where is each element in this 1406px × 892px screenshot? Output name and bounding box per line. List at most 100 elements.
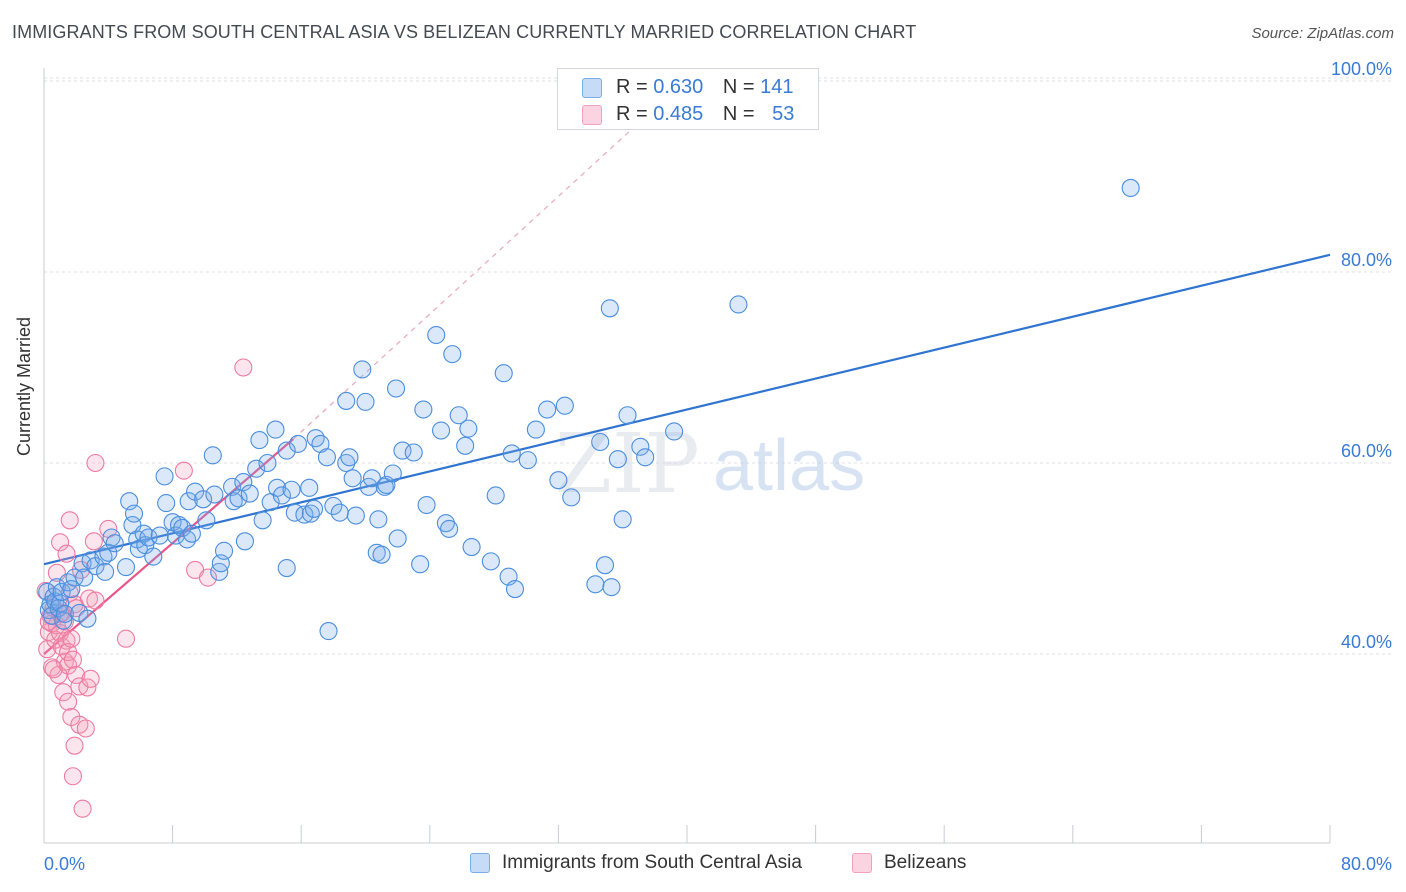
south-central-asia-point [417,495,436,515]
south-central-asia-point [54,611,73,630]
south-central-asia-point [330,503,349,522]
south-central-asia-point [494,364,513,383]
south-central-asia-point [486,486,505,505]
south-central-asia-point [124,504,144,523]
south-central-asia-point [78,609,97,628]
belizean-point [63,650,82,669]
south-central-asia-point [250,431,269,450]
south-central-asia-point [618,406,637,425]
legend-r-value-pink: 0.485 [653,103,704,125]
south-central-asia-point [55,604,74,623]
south-central-asia-point [277,558,296,578]
belizean-point [51,533,70,552]
legend-n-value-blue: 141 [760,76,794,98]
south-central-asia-point [586,575,605,594]
belizean-point [59,692,78,711]
watermark-atlas: atlas [713,426,865,506]
south-central-asia-point [377,475,396,495]
south-central-asia-point [346,506,365,525]
south-central-asia-point [404,443,423,462]
south-central-asia-point [266,420,285,439]
south-central-asia-point [665,422,684,441]
south-central-asia-point [502,444,521,463]
south-central-asia-point [538,400,557,419]
south-central-asia-point [555,396,574,415]
south-central-asia-point [443,345,462,364]
legend-label-pink: Belizeans [884,852,967,873]
belizean-point [234,358,253,377]
south-central-asia-point [282,480,301,499]
legend-label-blue: Immigrants from South Central Asia [502,852,802,873]
south-central-asia-point [214,541,234,560]
south-central-asia-point [306,429,325,448]
south-central-asia-point [203,446,222,465]
belizean-point [86,453,105,473]
trend-line-south-central-asia [43,253,1331,566]
south-central-asia-point [440,519,459,538]
belizean-point [63,767,82,786]
south-central-asia-point [427,325,446,345]
belizean-point [73,799,92,818]
belizean-point [67,665,86,685]
south-central-asia-point [240,484,259,503]
south-central-asia-point [305,499,324,518]
legend-swatch-blue [470,853,490,873]
axes [43,68,1331,844]
south-central-asia-point [102,528,121,547]
south-central-asia-point [247,459,266,478]
south-central-asia-point [272,486,291,505]
south-central-asia-point [595,556,615,575]
south-central-asia-point [340,448,359,467]
south-central-asia-point [51,594,70,613]
belizean-point [62,629,81,648]
south-central-asia-point [613,510,632,529]
south-central-asia-point [150,526,169,545]
belizean-point [84,532,103,551]
south-central-asia-point [591,432,610,452]
south-central-asia-point [223,477,242,496]
south-central-asia-point [562,488,581,507]
south-central-asia-point [481,552,500,571]
south-central-asia-point [179,492,198,511]
south-central-asia-point [157,494,176,513]
belizean-point [65,736,84,755]
belizean-points [36,358,253,818]
south-central-asia-point [456,436,475,455]
south-central-asia-point [383,464,402,483]
legend-n-value-pink: 53 [772,103,795,125]
south-central-asia-point [65,568,84,587]
belizean-point [76,719,95,738]
belizean-point [116,629,136,648]
south-central-asia-point [288,434,308,453]
south-central-asia-point [144,547,163,566]
south-central-asia-point [197,511,216,530]
south-central-asia-point [277,441,296,460]
correlation-legend: R = 0.630 N = 141 R = 0.485 N = 53 [557,68,819,130]
south-central-asia-point [608,450,627,469]
legend-swatch-blue [582,78,602,98]
south-central-asia-point [549,471,568,490]
south-central-asia-point [449,406,468,425]
south-central-asia-point [253,511,272,530]
south-central-asia-point [462,537,481,557]
south-central-asia-point [411,555,430,574]
south-central-asia-point [436,514,455,533]
south-central-asia-point [459,419,478,438]
south-central-asia-point [356,392,375,411]
south-central-asia-point [205,485,224,504]
legend-r-label: R = [616,103,654,125]
south-central-asia-point [324,496,343,516]
south-central-asia-point [372,545,391,564]
legend-r-value-blue: 0.630 [653,76,704,98]
south-central-asia-point [386,379,406,398]
south-central-asia-point [369,510,388,529]
south-central-asia-point [173,518,192,537]
south-central-asia-point [194,490,213,509]
legend-swatch-pink [852,853,872,873]
y-tick-label: 80.0% [1341,250,1392,270]
south-central-asia-point [62,580,81,599]
south-central-asia-point [235,532,254,551]
belizean-point [174,461,193,480]
south-central-asia-point [636,448,655,467]
